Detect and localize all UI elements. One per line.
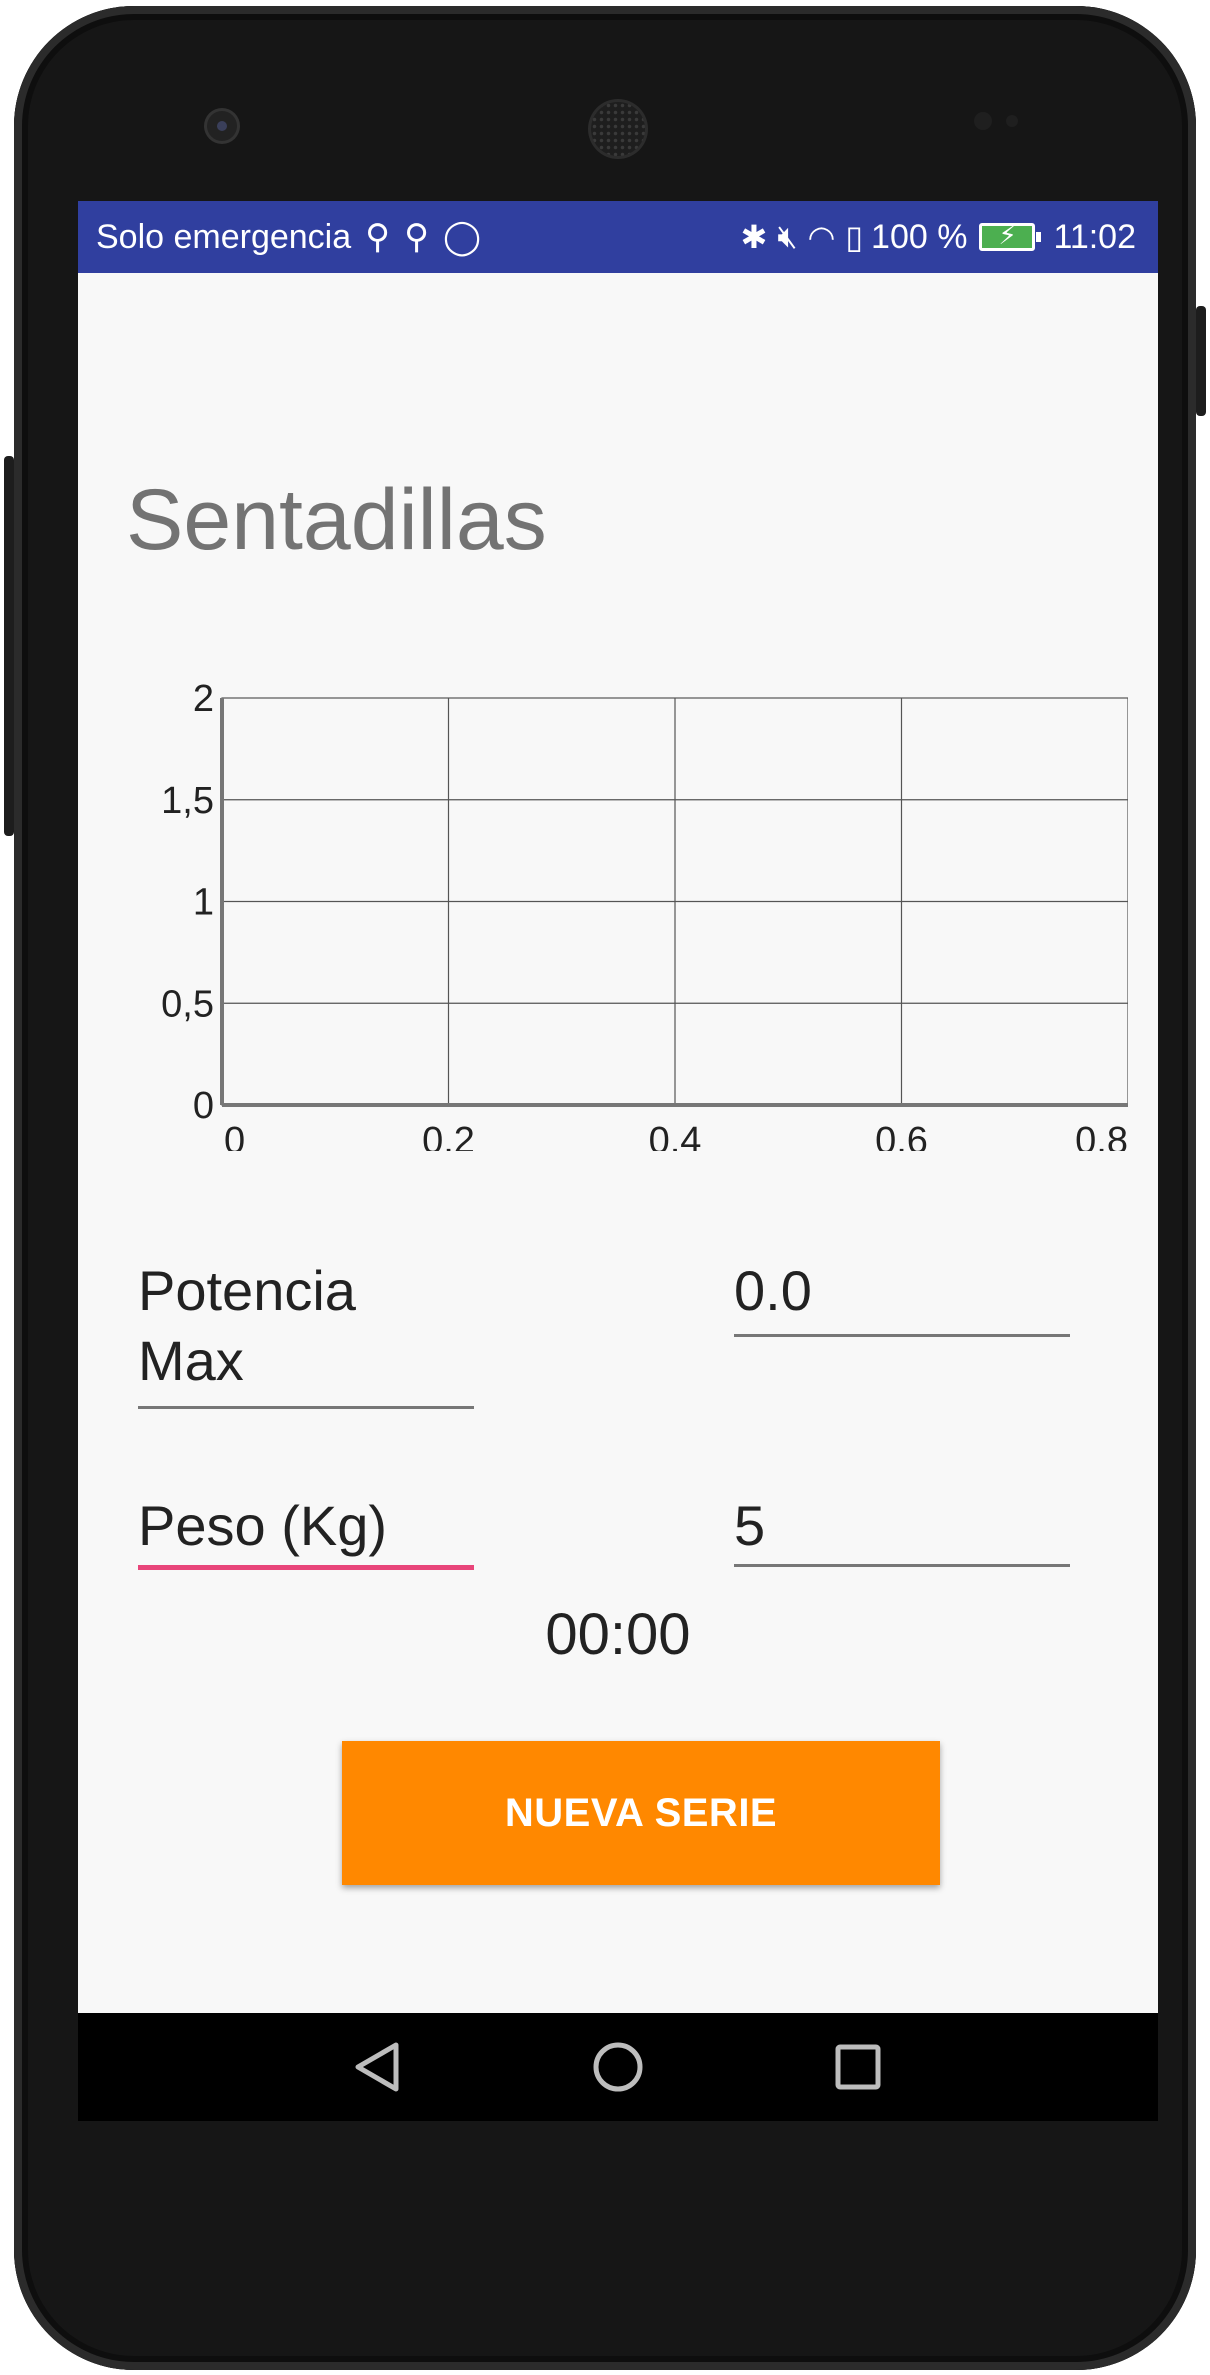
- light-sensor: [1006, 115, 1018, 127]
- home-icon: [593, 2042, 643, 2092]
- battery-icon: ⚡: [979, 220, 1042, 251]
- potencia-label: Potencia Max: [138, 1259, 356, 1392]
- peso-input-underline: [734, 1564, 1070, 1567]
- front-camera: [207, 111, 237, 141]
- status-left: Solo emergencia ⚲ ⚲ ◯: [96, 201, 481, 273]
- chart-y-tick-label: 0,5: [161, 983, 214, 1025]
- carrier-text: Solo emergencia: [96, 217, 352, 256]
- peso-input[interactable]: 5: [734, 1494, 766, 1557]
- mute-icon: 🔇︎: [777, 218, 798, 254]
- chart-y-tick-label: 0: [193, 1085, 214, 1127]
- chart-y-tick-label: 1: [193, 882, 214, 924]
- chart-svg: 2 1,5 1 0,5 00 0,2 0,4 0,6 0,8: [161, 678, 1129, 1162]
- watch-icon: ◯: [442, 218, 482, 256]
- page-title: Sentadillas: [126, 472, 547, 568]
- chart-y-tick-label: 2: [193, 678, 214, 720]
- wifi-icon: ◠: [807, 219, 836, 255]
- nueva-serie-button[interactable]: NUEVA SERIE: [342, 1741, 940, 1885]
- peso-label[interactable]: Peso (Kg): [138, 1494, 387, 1557]
- sim-alert-icon: ▯: [845, 219, 864, 255]
- chart-x-tick-label: 0,8: [1075, 1120, 1128, 1151]
- peso-label-underline: [138, 1565, 474, 1570]
- chart-y-tick-label: 1,5: [161, 780, 214, 822]
- chart-x-tick-label: 0,6: [875, 1120, 928, 1151]
- navigation-bar: [78, 2013, 1158, 2121]
- power-chart: 2 1,5 1 0,5 0 0 0,2 0,4 0,6 0,8: [118, 671, 1129, 1162]
- back-button[interactable]: [318, 2013, 438, 2121]
- volume-button: [4, 456, 14, 836]
- back-icon: [355, 2042, 399, 2092]
- chart-x-tick-label: 0: [224, 1120, 245, 1151]
- power-button: [1196, 306, 1206, 416]
- screen: Solo emergencia ⚲ ⚲ ◯ ✱ 🔇︎ ◠ ▯ 100 % ⚡ 1…: [78, 201, 1158, 2121]
- usb-icon: ⚲: [365, 218, 391, 256]
- battery-percent: 100 %: [871, 217, 968, 256]
- proximity-sensor: [974, 112, 992, 130]
- earpiece-speaker: [591, 102, 645, 156]
- potencia-value[interactable]: 0.0: [734, 1259, 812, 1322]
- chart-x-tick-label: 0,4: [649, 1120, 702, 1151]
- bluetooth-icon: ✱: [740, 219, 768, 255]
- clock: 11:02: [1053, 217, 1136, 256]
- phone-frame: Solo emergencia ⚲ ⚲ ◯ ✱ 🔇︎ ◠ ▯ 100 % ⚡ 1…: [4, 6, 1206, 2370]
- recents-button[interactable]: [798, 2013, 918, 2121]
- chart-x-tick-label: 0,2: [422, 1120, 475, 1151]
- status-bar: Solo emergencia ⚲ ⚲ ◯ ✱ 🔇︎ ◠ ▯ 100 % ⚡ 1…: [78, 201, 1158, 273]
- status-right: ✱ 🔇︎ ◠ ▯ 100 % ⚡ 11:02: [731, 201, 1136, 273]
- timer: 00:00: [545, 1602, 691, 1667]
- usb-icon: ⚲: [404, 218, 429, 256]
- recents-icon: [835, 2044, 881, 2090]
- potencia-value-underline: [734, 1334, 1070, 1337]
- home-button[interactable]: [558, 2013, 678, 2121]
- potencia-label-underline: [138, 1406, 474, 1409]
